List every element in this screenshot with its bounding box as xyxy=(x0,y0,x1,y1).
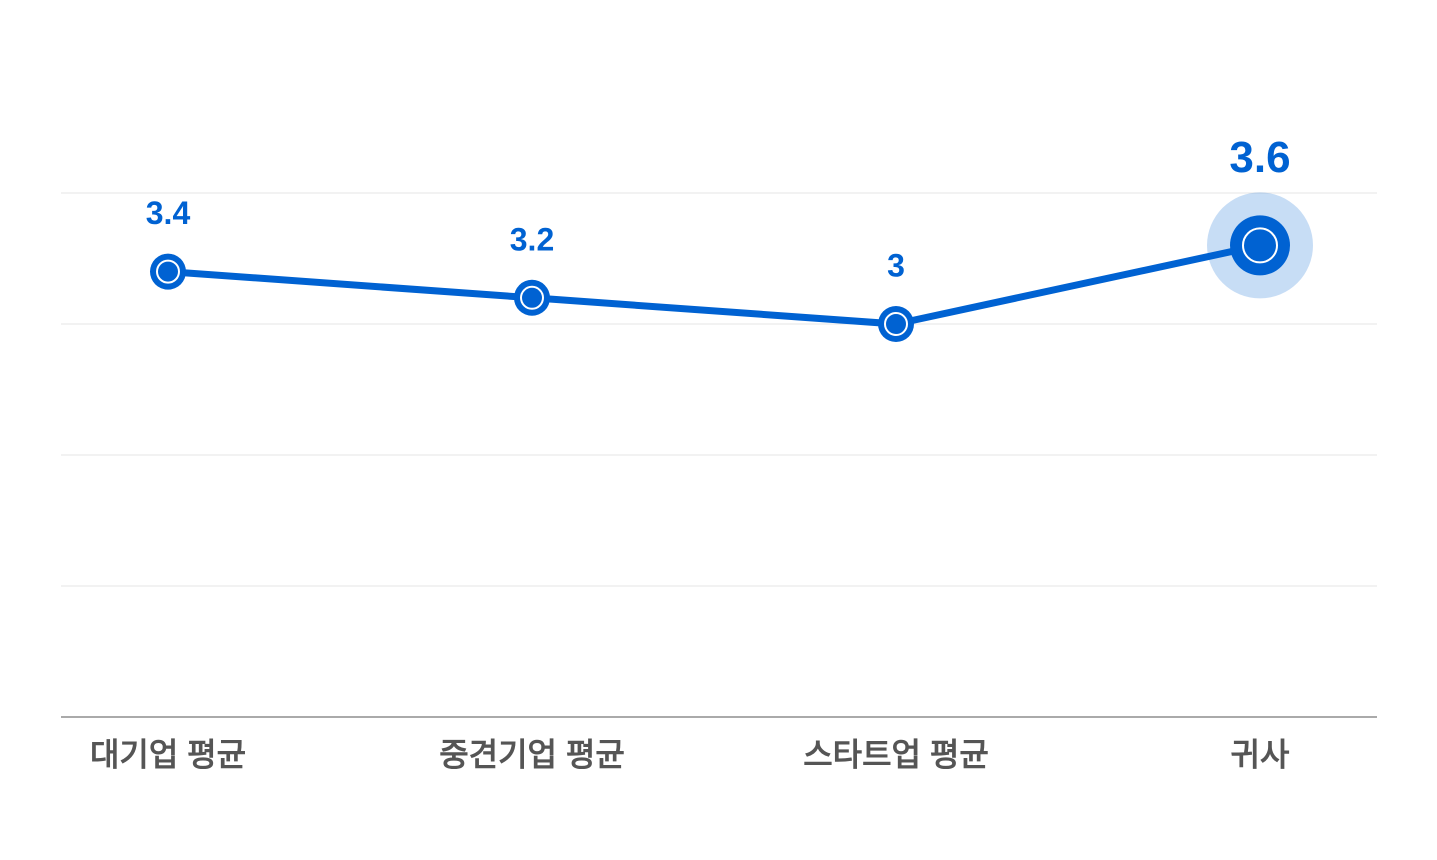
x-tick-label: 귀사 xyxy=(1231,736,1290,772)
x-tick-label: 중견기업 평균 xyxy=(439,736,625,772)
value-label: 3.4 xyxy=(146,195,191,231)
value-label: 3 xyxy=(887,247,905,283)
x-tick-label: 스타트업 평균 xyxy=(803,736,989,772)
point-inner xyxy=(884,312,908,336)
point-inner xyxy=(520,285,544,310)
value-label: 3.2 xyxy=(510,221,554,257)
point-inner xyxy=(1242,227,1278,264)
line xyxy=(167,241,1261,328)
x-tick-label: 대기업 평균 xyxy=(90,736,246,772)
value-label: 3.6 xyxy=(1229,133,1290,182)
point-inner xyxy=(156,259,180,284)
